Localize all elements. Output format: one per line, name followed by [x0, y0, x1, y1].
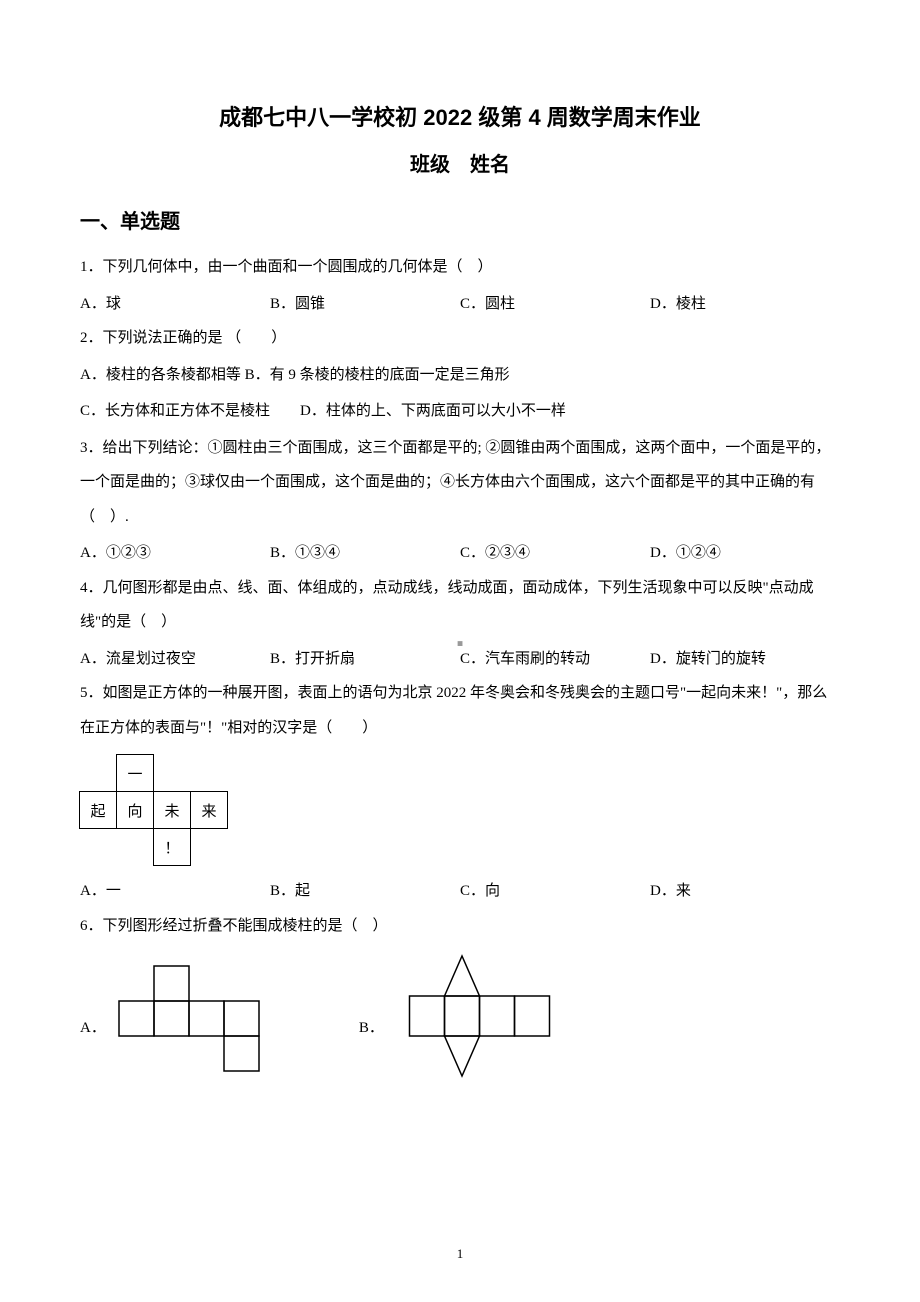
q1-opt-a: A．球: [80, 287, 270, 322]
q2-line1: A．棱柱的各条棱都相等 B．有 9 条棱的棱柱的底面一定是三角形: [80, 358, 840, 393]
q6-net-a-icon: [114, 961, 289, 1091]
q2-line2: C．长方体和正方体不是棱柱 D．柱体的上、下两底面可以大小不一样: [80, 394, 840, 429]
q1-opt-c: C．圆柱: [460, 287, 650, 322]
net-cell-xiang: 向: [116, 791, 154, 829]
net-cell-yi: 一: [116, 754, 154, 792]
q3-text: 3．给出下列结论：①圆柱由三个面围成，这三个面都是平的; ②圆锥由两个面围成，这…: [80, 431, 840, 535]
q5-opt-c: C．向: [460, 874, 650, 909]
q5-options: A．一 B．起 C．向 D．来: [80, 874, 840, 909]
q4-opt-a: A．流星划过夜空: [80, 642, 270, 677]
q1-text: 1．下列几何体中，由一个曲面和一个圆围成的几何体是（ ）: [80, 250, 840, 285]
center-mark-icon: ■: [457, 639, 463, 650]
q1-options: A．球 B．圆锥 C．圆柱 D．棱柱: [80, 287, 840, 322]
document-title: 成都七中八一学校初 2022 级第 4 周数学周末作业: [80, 100, 840, 132]
page-number: 1: [0, 1246, 920, 1262]
q5-opt-d: D．来: [650, 874, 840, 909]
q4-text: 4．几何图形都是由点、线、面、体组成的，点动成线，线动成面，面动成体，下列生活现…: [80, 571, 840, 640]
section-heading: 一、单选题: [80, 205, 840, 234]
q1-opt-d: D．棱柱: [650, 287, 840, 322]
q5-opt-b: B．起: [270, 874, 460, 909]
q3-opt-d: D．①②④: [650, 536, 840, 571]
q5-text: 5．如图是正方体的一种展开图，表面上的语句为北京 2022 年冬奥会和冬残奥会的…: [80, 676, 840, 745]
net-cell-wei: 未: [153, 791, 191, 829]
q5-opt-a: A．一: [80, 874, 270, 909]
q4-opt-c: C．汽车雨刷的转动: [460, 642, 650, 677]
q3-opt-a: A．①②③: [80, 536, 270, 571]
q6-opt-a-label: A．: [80, 1016, 106, 1037]
q6-options: A． B．: [80, 951, 840, 1101]
q2-text: 2．下列说法正确的是 （ ）: [80, 321, 840, 356]
q3-opt-c: C．②③④: [460, 536, 650, 571]
net-cell-lai: 来: [190, 791, 228, 829]
q1-opt-b: B．圆锥: [270, 287, 460, 322]
q6-opt-b-label: B．: [359, 1016, 384, 1037]
net-cell-qi: 起: [79, 791, 117, 829]
q6-text: 6．下列图形经过折叠不能围成棱柱的是（ ）: [80, 909, 840, 944]
document-subtitle: 班级 姓名: [80, 148, 840, 177]
q4-opt-b: B．打开折扇: [270, 642, 460, 677]
q3-options: A．①②③ B．①③④ C．②③④ D．①②④: [80, 536, 840, 571]
q4-opt-d: D．旋转门的旋转: [650, 642, 840, 677]
q6-net-b-icon: [392, 951, 567, 1101]
q3-opt-b: B．①③④: [270, 536, 460, 571]
q5-net-diagram: 一 起 向 未 来 ！: [80, 755, 228, 866]
net-cell-exclaim: ！: [153, 828, 191, 866]
